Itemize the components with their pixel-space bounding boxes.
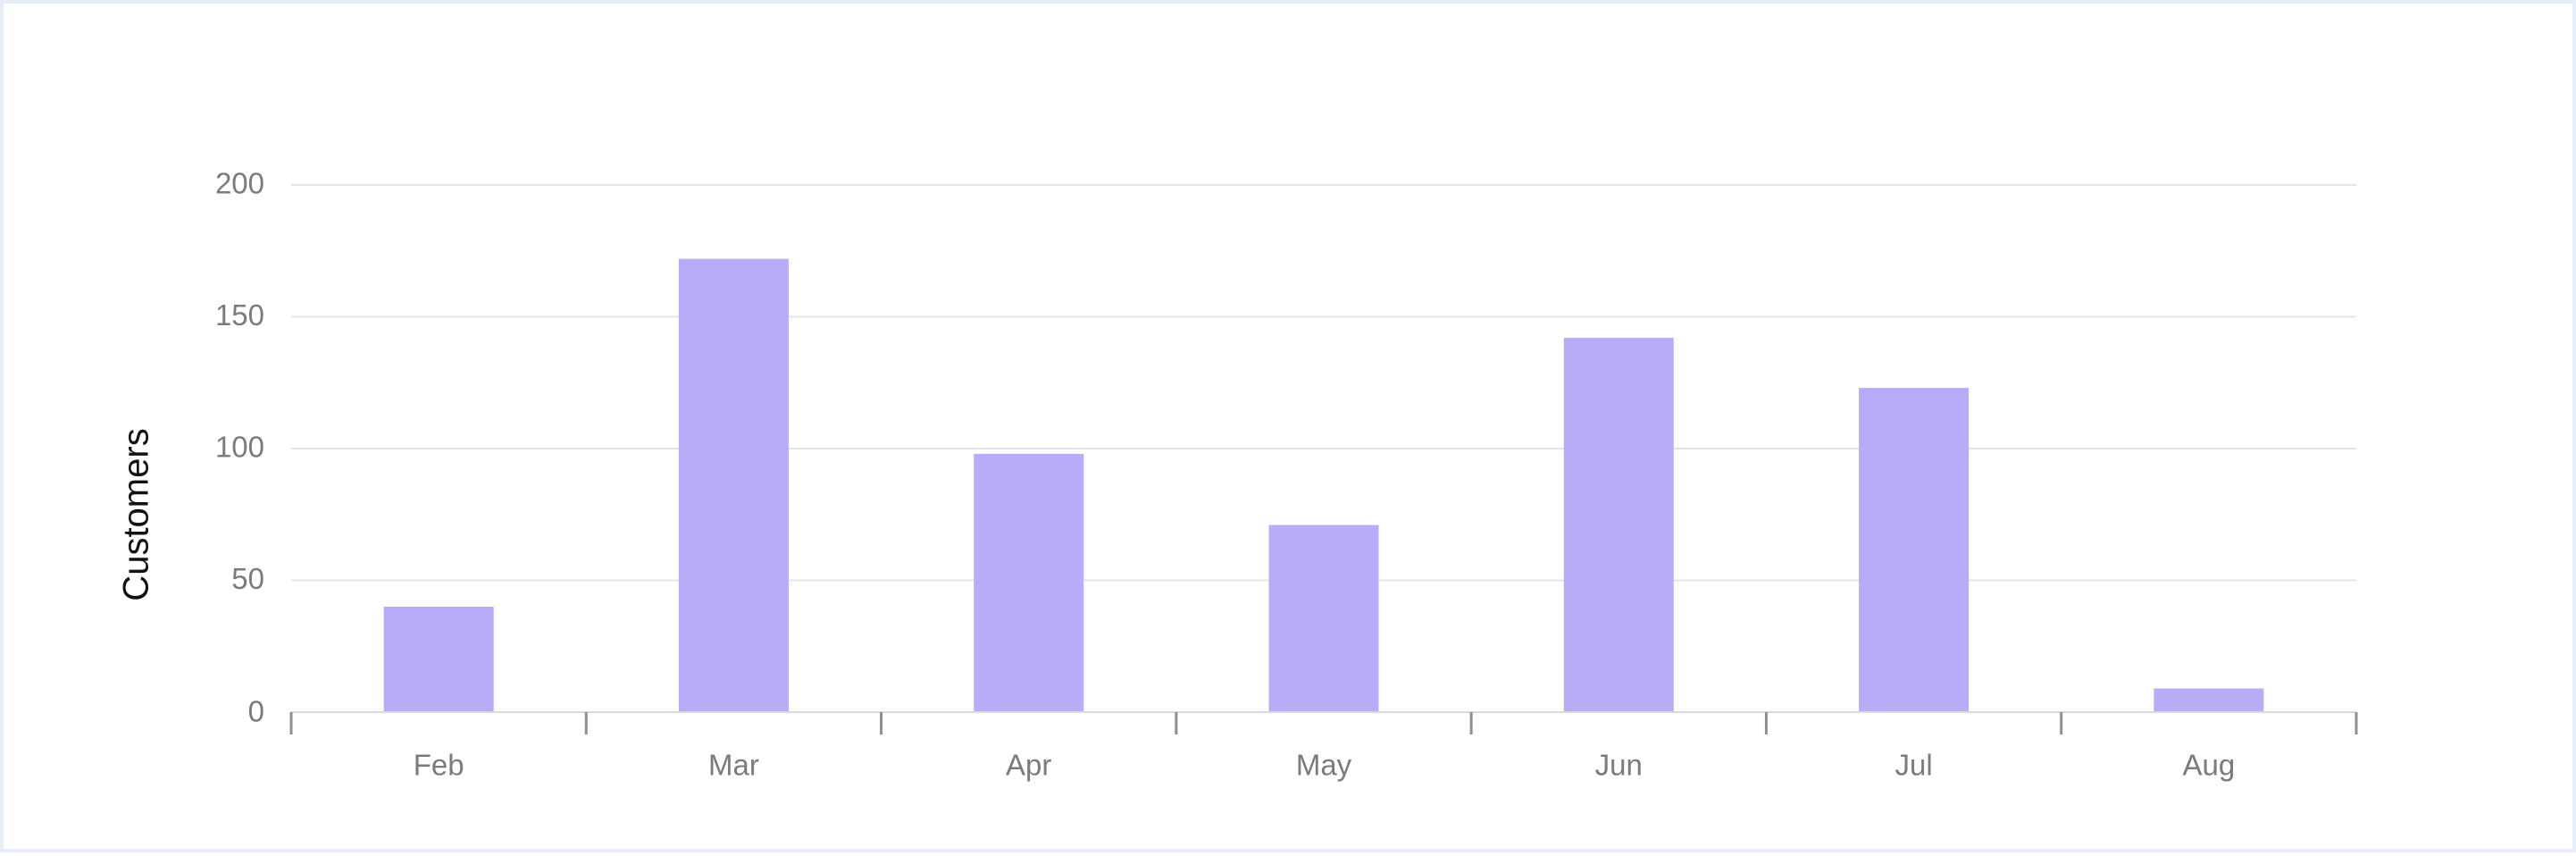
x-tick-label: Jun: [1595, 749, 1643, 782]
y-tick-label: 150: [215, 298, 264, 331]
x-tick-label: Mar: [708, 749, 759, 782]
bar-chart: 0 50 100 150 200 Feb Mar Apr May Jun Jul Aug Custo…: [117, 167, 2358, 782]
x-axis: Feb Mar Apr May Jun Jul Aug: [289, 711, 2358, 782]
y-tick-label: 50: [231, 562, 264, 595]
grid-lines: [291, 184, 2356, 582]
bar-may: [1268, 525, 1379, 712]
x-tick-label: Feb: [414, 749, 464, 782]
bar-aug: [2154, 688, 2264, 712]
x-tick-label: Apr: [1006, 749, 1051, 782]
y-tick-label: 100: [215, 431, 264, 464]
y-tick-label: 0: [248, 695, 264, 728]
y-tick-label: 200: [215, 167, 264, 200]
bar-jun: [1563, 338, 1674, 712]
x-tick-label: Jul: [1894, 749, 1932, 782]
bar-mar: [678, 258, 789, 712]
bar-jul: [1859, 388, 1970, 712]
y-axis: 0 50 100 150 200: [215, 167, 264, 728]
x-tick-label: May: [1296, 749, 1352, 782]
y-axis-title: Customers: [117, 428, 156, 600]
x-tick-label: Aug: [2182, 749, 2235, 782]
bar-feb: [383, 607, 494, 712]
bar-apr: [974, 453, 1084, 712]
bars: [383, 258, 2264, 712]
